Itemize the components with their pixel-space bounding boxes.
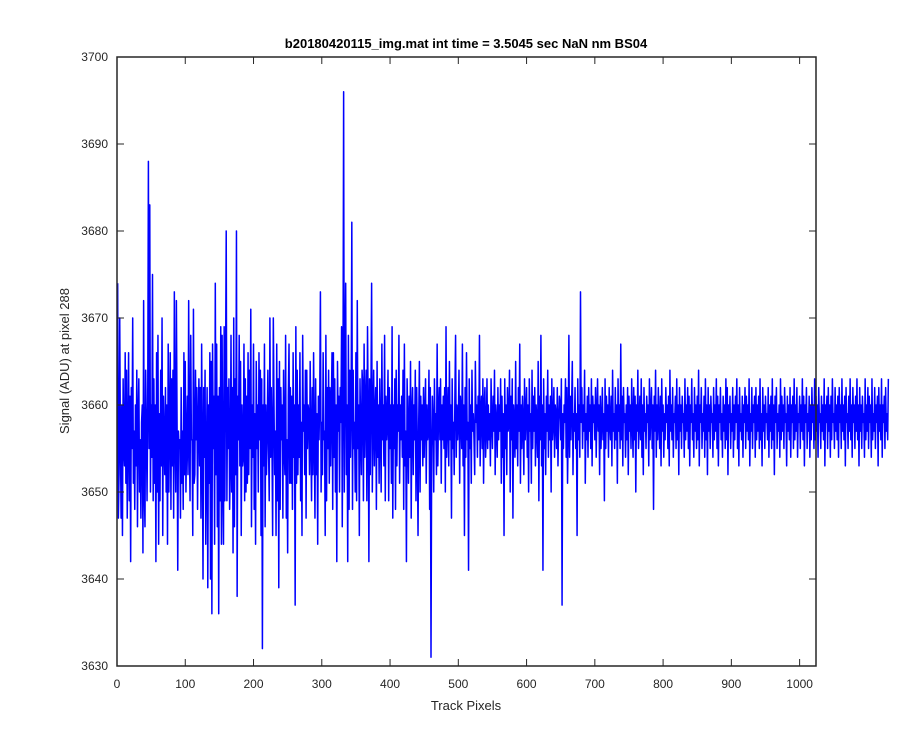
y-axis-label: Signal (ADU) at pixel 288 [57, 288, 72, 434]
y-tick-label: 3670 [81, 311, 108, 325]
x-tick-label: 400 [380, 677, 400, 691]
y-tick-label: 3690 [81, 137, 108, 151]
series-layer [116, 91, 890, 659]
series-line-1 [116, 91, 890, 659]
y-tick-label: 3680 [81, 224, 108, 238]
axes-box [116, 56, 817, 667]
x-tick-label: 700 [585, 677, 605, 691]
tick-layer: 0 100 200 300 400 500 600 700 800 900 1000 3630 3640… [81, 50, 816, 691]
y-tick-label: 3660 [81, 398, 108, 412]
x-tick-label: 1000 [786, 677, 813, 691]
x-axis-label: Track Pixels [431, 698, 502, 713]
y-tick-label: 3630 [81, 659, 108, 673]
x-tick-label: 0 [114, 677, 121, 691]
x-tick-label: 200 [244, 677, 264, 691]
x-tick-label: 900 [721, 677, 741, 691]
x-tick-label: 300 [312, 677, 332, 691]
x-tick-label: 800 [653, 677, 673, 691]
x-tick-label: 500 [448, 677, 468, 691]
x-tick-label: 600 [517, 677, 537, 691]
chart-title: b20180420115_img.mat int time = 3.5045 s… [285, 36, 648, 51]
y-tick-label: 3650 [81, 485, 108, 499]
y-tick-label: 3640 [81, 572, 108, 586]
x-tick-label: 100 [175, 677, 195, 691]
y-tick-label: 3700 [81, 50, 108, 64]
